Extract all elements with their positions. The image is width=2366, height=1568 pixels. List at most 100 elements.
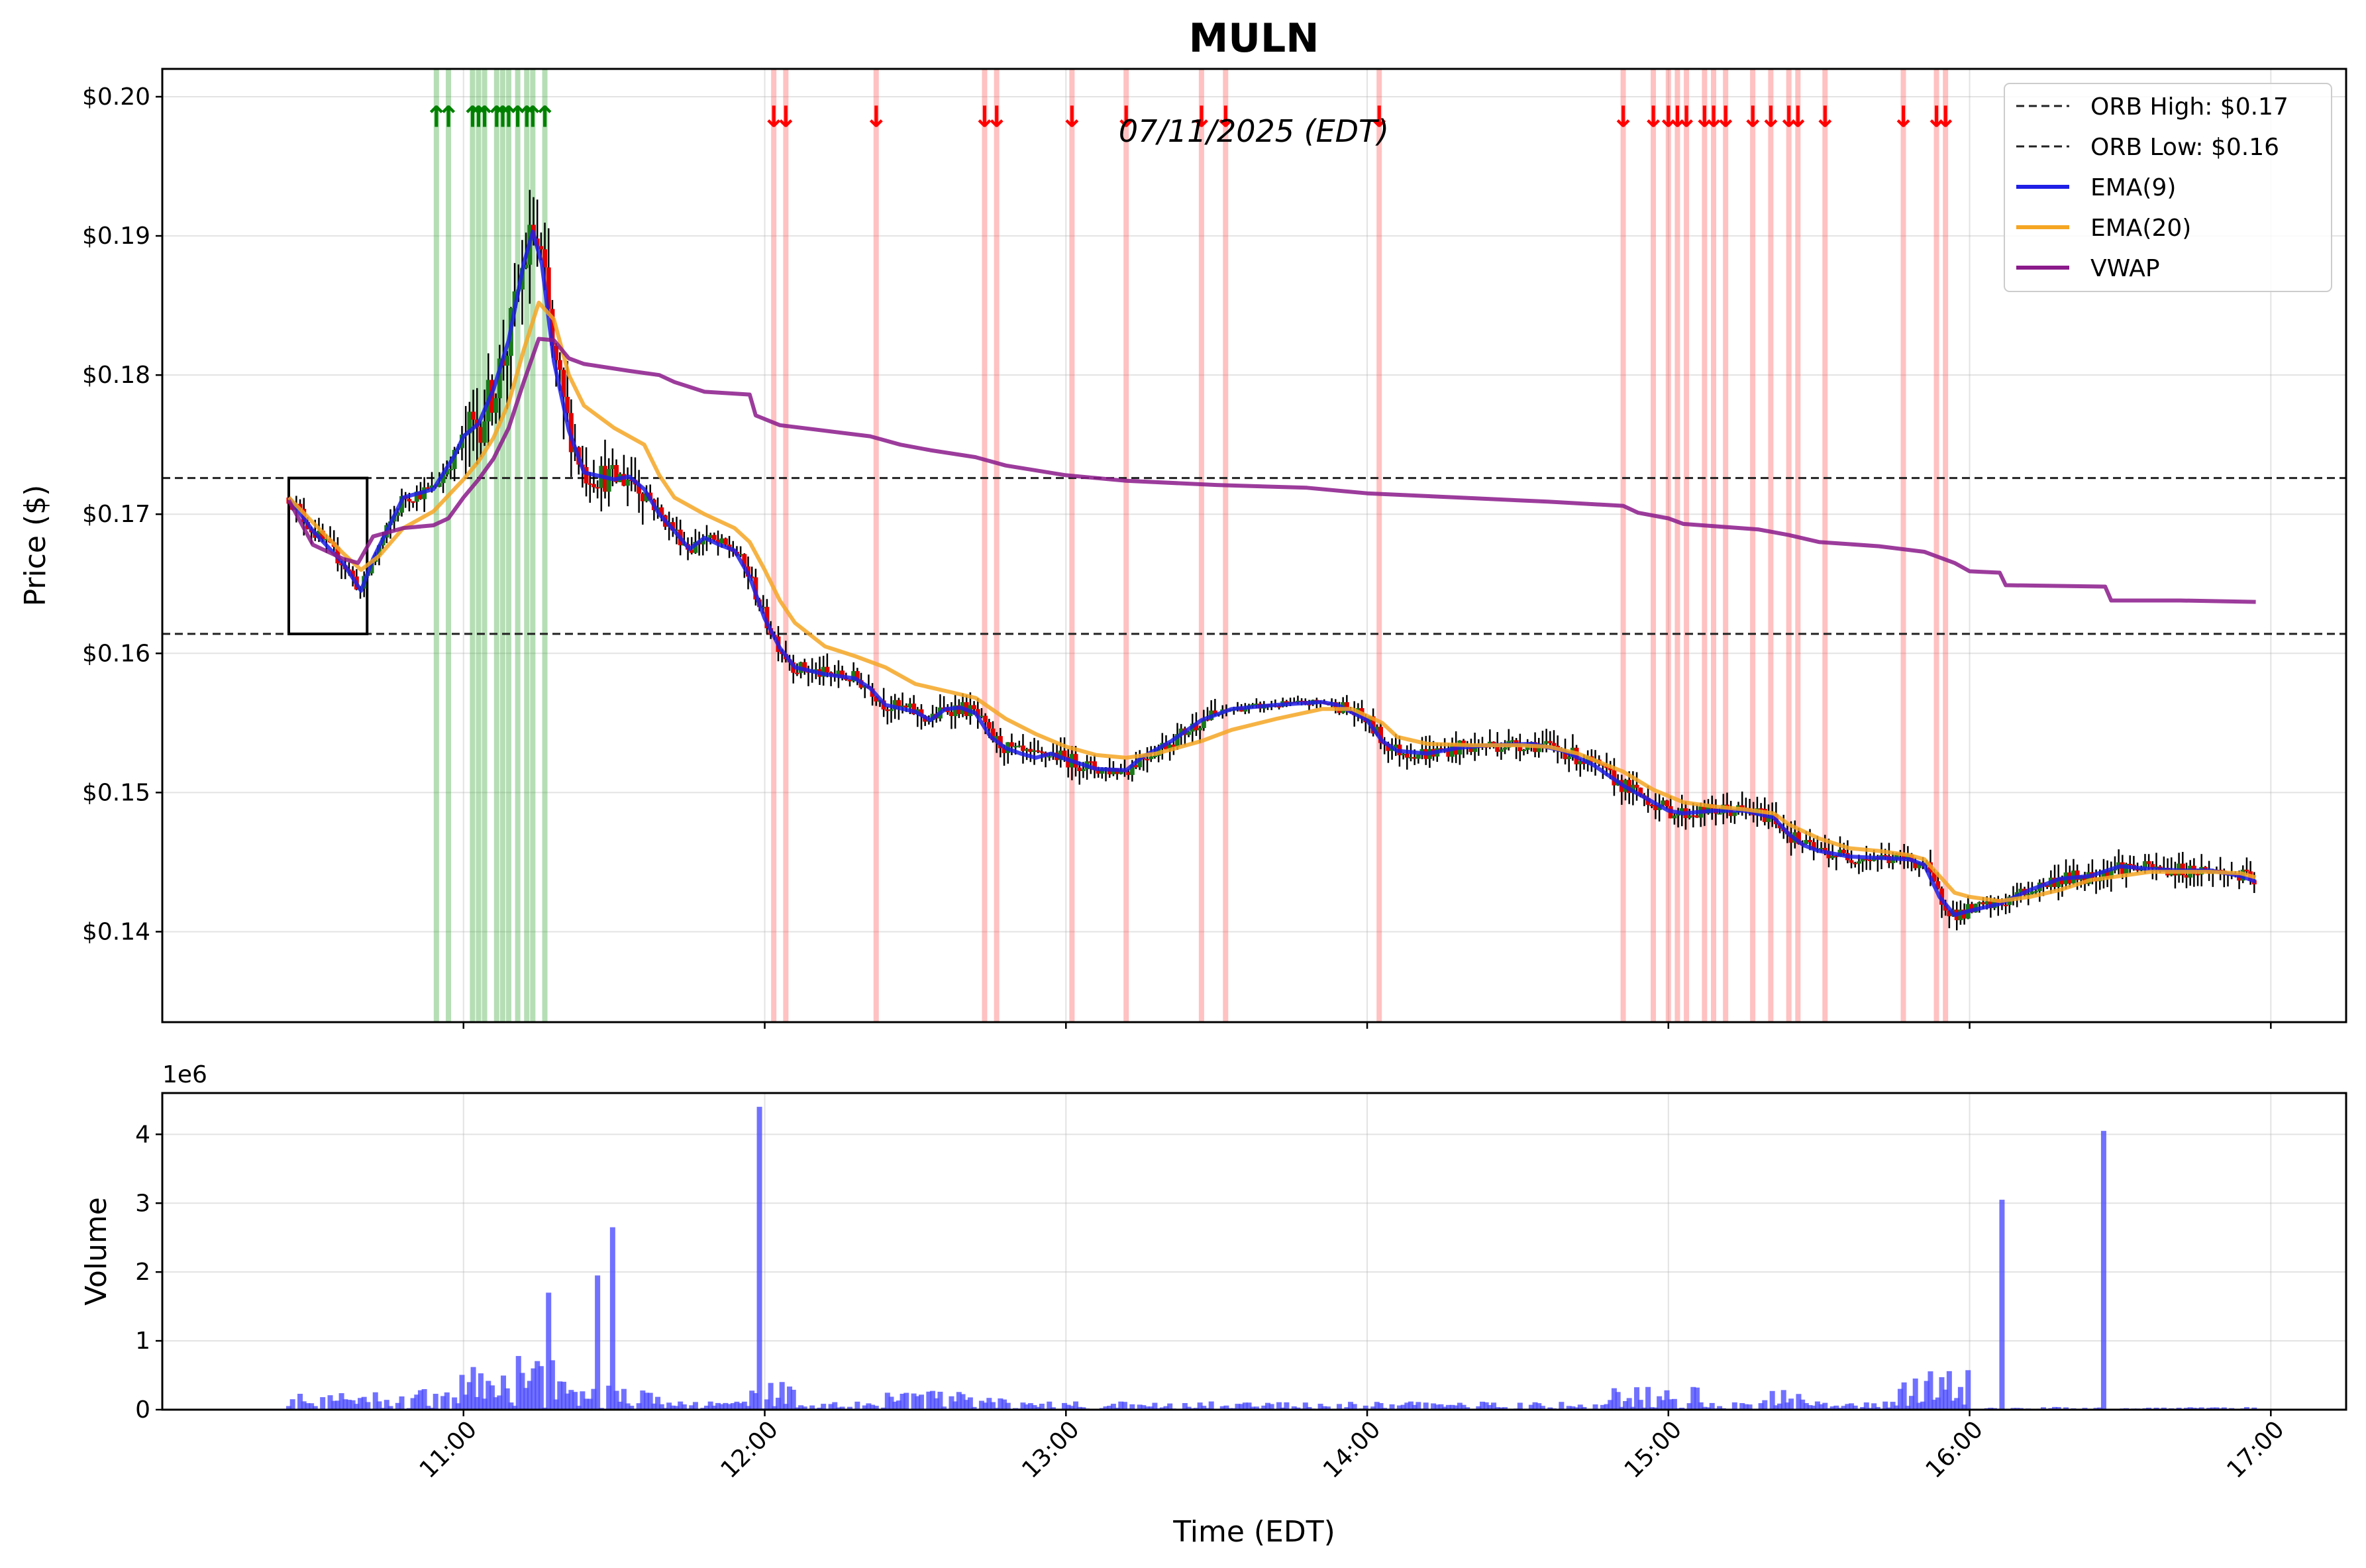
buy-signal-arrow: ↑ xyxy=(515,101,539,134)
volume-bar xyxy=(1370,1406,1376,1410)
volume-bar xyxy=(1069,1406,1075,1410)
candle-body xyxy=(395,512,401,516)
volume-bar xyxy=(1698,1402,1704,1410)
volume-bar xyxy=(455,1403,461,1410)
volume-bar xyxy=(772,1406,778,1410)
volume-bar xyxy=(1943,1389,1949,1410)
candle-body xyxy=(2101,870,2106,878)
volume-bar xyxy=(376,1401,382,1410)
candle-body xyxy=(1916,862,1922,868)
volume-bars xyxy=(285,1106,2257,1410)
volume-bar xyxy=(1863,1402,1869,1410)
volume-bar xyxy=(930,1390,936,1410)
volume-bar xyxy=(346,1400,352,1410)
volume-bar xyxy=(801,1406,807,1410)
candle-body xyxy=(1212,710,1217,714)
volume-bar xyxy=(1197,1402,1203,1410)
candle-body xyxy=(907,704,913,707)
candle-body xyxy=(1133,764,1139,768)
volume-bar xyxy=(1453,1405,1459,1410)
candle-body xyxy=(557,360,562,370)
candle-body xyxy=(2045,884,2050,888)
volume-bar xyxy=(1408,1401,1414,1410)
volume-bar xyxy=(1201,1406,1207,1410)
sell-signal-arrow: ↓ xyxy=(1891,101,1916,134)
sell-signal-arrow: ↓ xyxy=(984,101,1009,134)
volume-bar xyxy=(1302,1402,1308,1410)
candle-body xyxy=(2105,870,2110,878)
candle-body xyxy=(2030,891,2035,894)
volume-bar xyxy=(651,1403,657,1410)
volume-bar xyxy=(670,1405,676,1410)
volume-bar xyxy=(787,1386,793,1410)
volume-bar xyxy=(493,1397,499,1410)
volume-bar xyxy=(1894,1405,1900,1410)
candle-body xyxy=(1980,902,1986,905)
buy-signal-band xyxy=(515,69,521,1022)
volume-bar xyxy=(982,1402,988,1410)
volume-bar xyxy=(440,1396,446,1410)
volume-bar xyxy=(1807,1405,1813,1410)
sell-signal-band xyxy=(994,69,1000,1022)
candle-body xyxy=(1186,731,1192,735)
candle-body xyxy=(1028,749,1033,753)
buy-signal-arrow: ↑ xyxy=(484,101,509,134)
volume-bar xyxy=(1517,1402,1523,1410)
volume-bar xyxy=(580,1391,586,1410)
volume-bar xyxy=(1547,1407,1553,1410)
volume-bar xyxy=(1325,1406,1331,1410)
volume-y-axis-label: Volume xyxy=(79,1197,113,1306)
volume-bar xyxy=(1539,1406,1545,1410)
volume-bar xyxy=(892,1401,898,1410)
candle-body xyxy=(1759,808,1764,810)
x-tick-label: 12:00 xyxy=(716,1416,784,1483)
volume-bar xyxy=(452,1397,458,1410)
volume-bar xyxy=(1159,1407,1165,1410)
volume-bar xyxy=(952,1401,958,1410)
candle-body xyxy=(1984,901,1990,905)
volume-bar xyxy=(1611,1388,1617,1410)
volume-bar xyxy=(1483,1402,1489,1410)
volume-bar xyxy=(1912,1378,1918,1410)
candle-body xyxy=(1446,749,1451,757)
volume-bar xyxy=(297,1394,303,1410)
sell-signal-arrow: ↓ xyxy=(1702,101,1726,134)
volume-bar xyxy=(395,1402,401,1410)
volume-bar xyxy=(1363,1405,1368,1410)
candle-body xyxy=(854,671,860,680)
candle-body xyxy=(715,539,721,544)
volume-bar xyxy=(1145,1406,1151,1410)
volume-bar xyxy=(1928,1371,1933,1410)
buy-signal-band xyxy=(542,69,548,1022)
candle-body xyxy=(1171,745,1176,747)
sell-signal-band xyxy=(1702,69,1708,1022)
volume-bar xyxy=(1924,1381,1929,1410)
volume-bar xyxy=(711,1405,717,1410)
volume-bar xyxy=(1668,1399,1674,1410)
volume-bar xyxy=(1141,1405,1147,1410)
legend-entry-label: VWAP xyxy=(2090,255,2160,282)
x-tick-label: 13:00 xyxy=(1017,1416,1084,1483)
candle-body xyxy=(1649,804,1655,806)
volume-bar xyxy=(783,1404,789,1410)
volume-bar xyxy=(655,1396,661,1410)
volume-bar xyxy=(527,1381,533,1410)
volume-bar xyxy=(1076,1406,1082,1410)
volume-bar xyxy=(1777,1403,1783,1410)
volume-bar xyxy=(1336,1404,1342,1410)
candle-body xyxy=(1853,862,1858,864)
candle-body xyxy=(892,700,898,709)
candle-body xyxy=(339,563,344,566)
volume-bar xyxy=(523,1388,529,1410)
volume-bar xyxy=(1532,1402,1538,1410)
candle-body xyxy=(1100,768,1105,774)
volume-bar xyxy=(584,1398,590,1410)
volume-bar xyxy=(1559,1402,1565,1410)
candle-body xyxy=(2124,864,2129,874)
volume-bar xyxy=(1073,1401,1079,1410)
volume-bar xyxy=(817,1407,823,1410)
candle-body xyxy=(1393,745,1398,749)
volume-y-tick-label: 1 xyxy=(135,1328,150,1355)
candle-body xyxy=(1092,761,1097,770)
chart-title: MULN xyxy=(1189,15,1319,62)
